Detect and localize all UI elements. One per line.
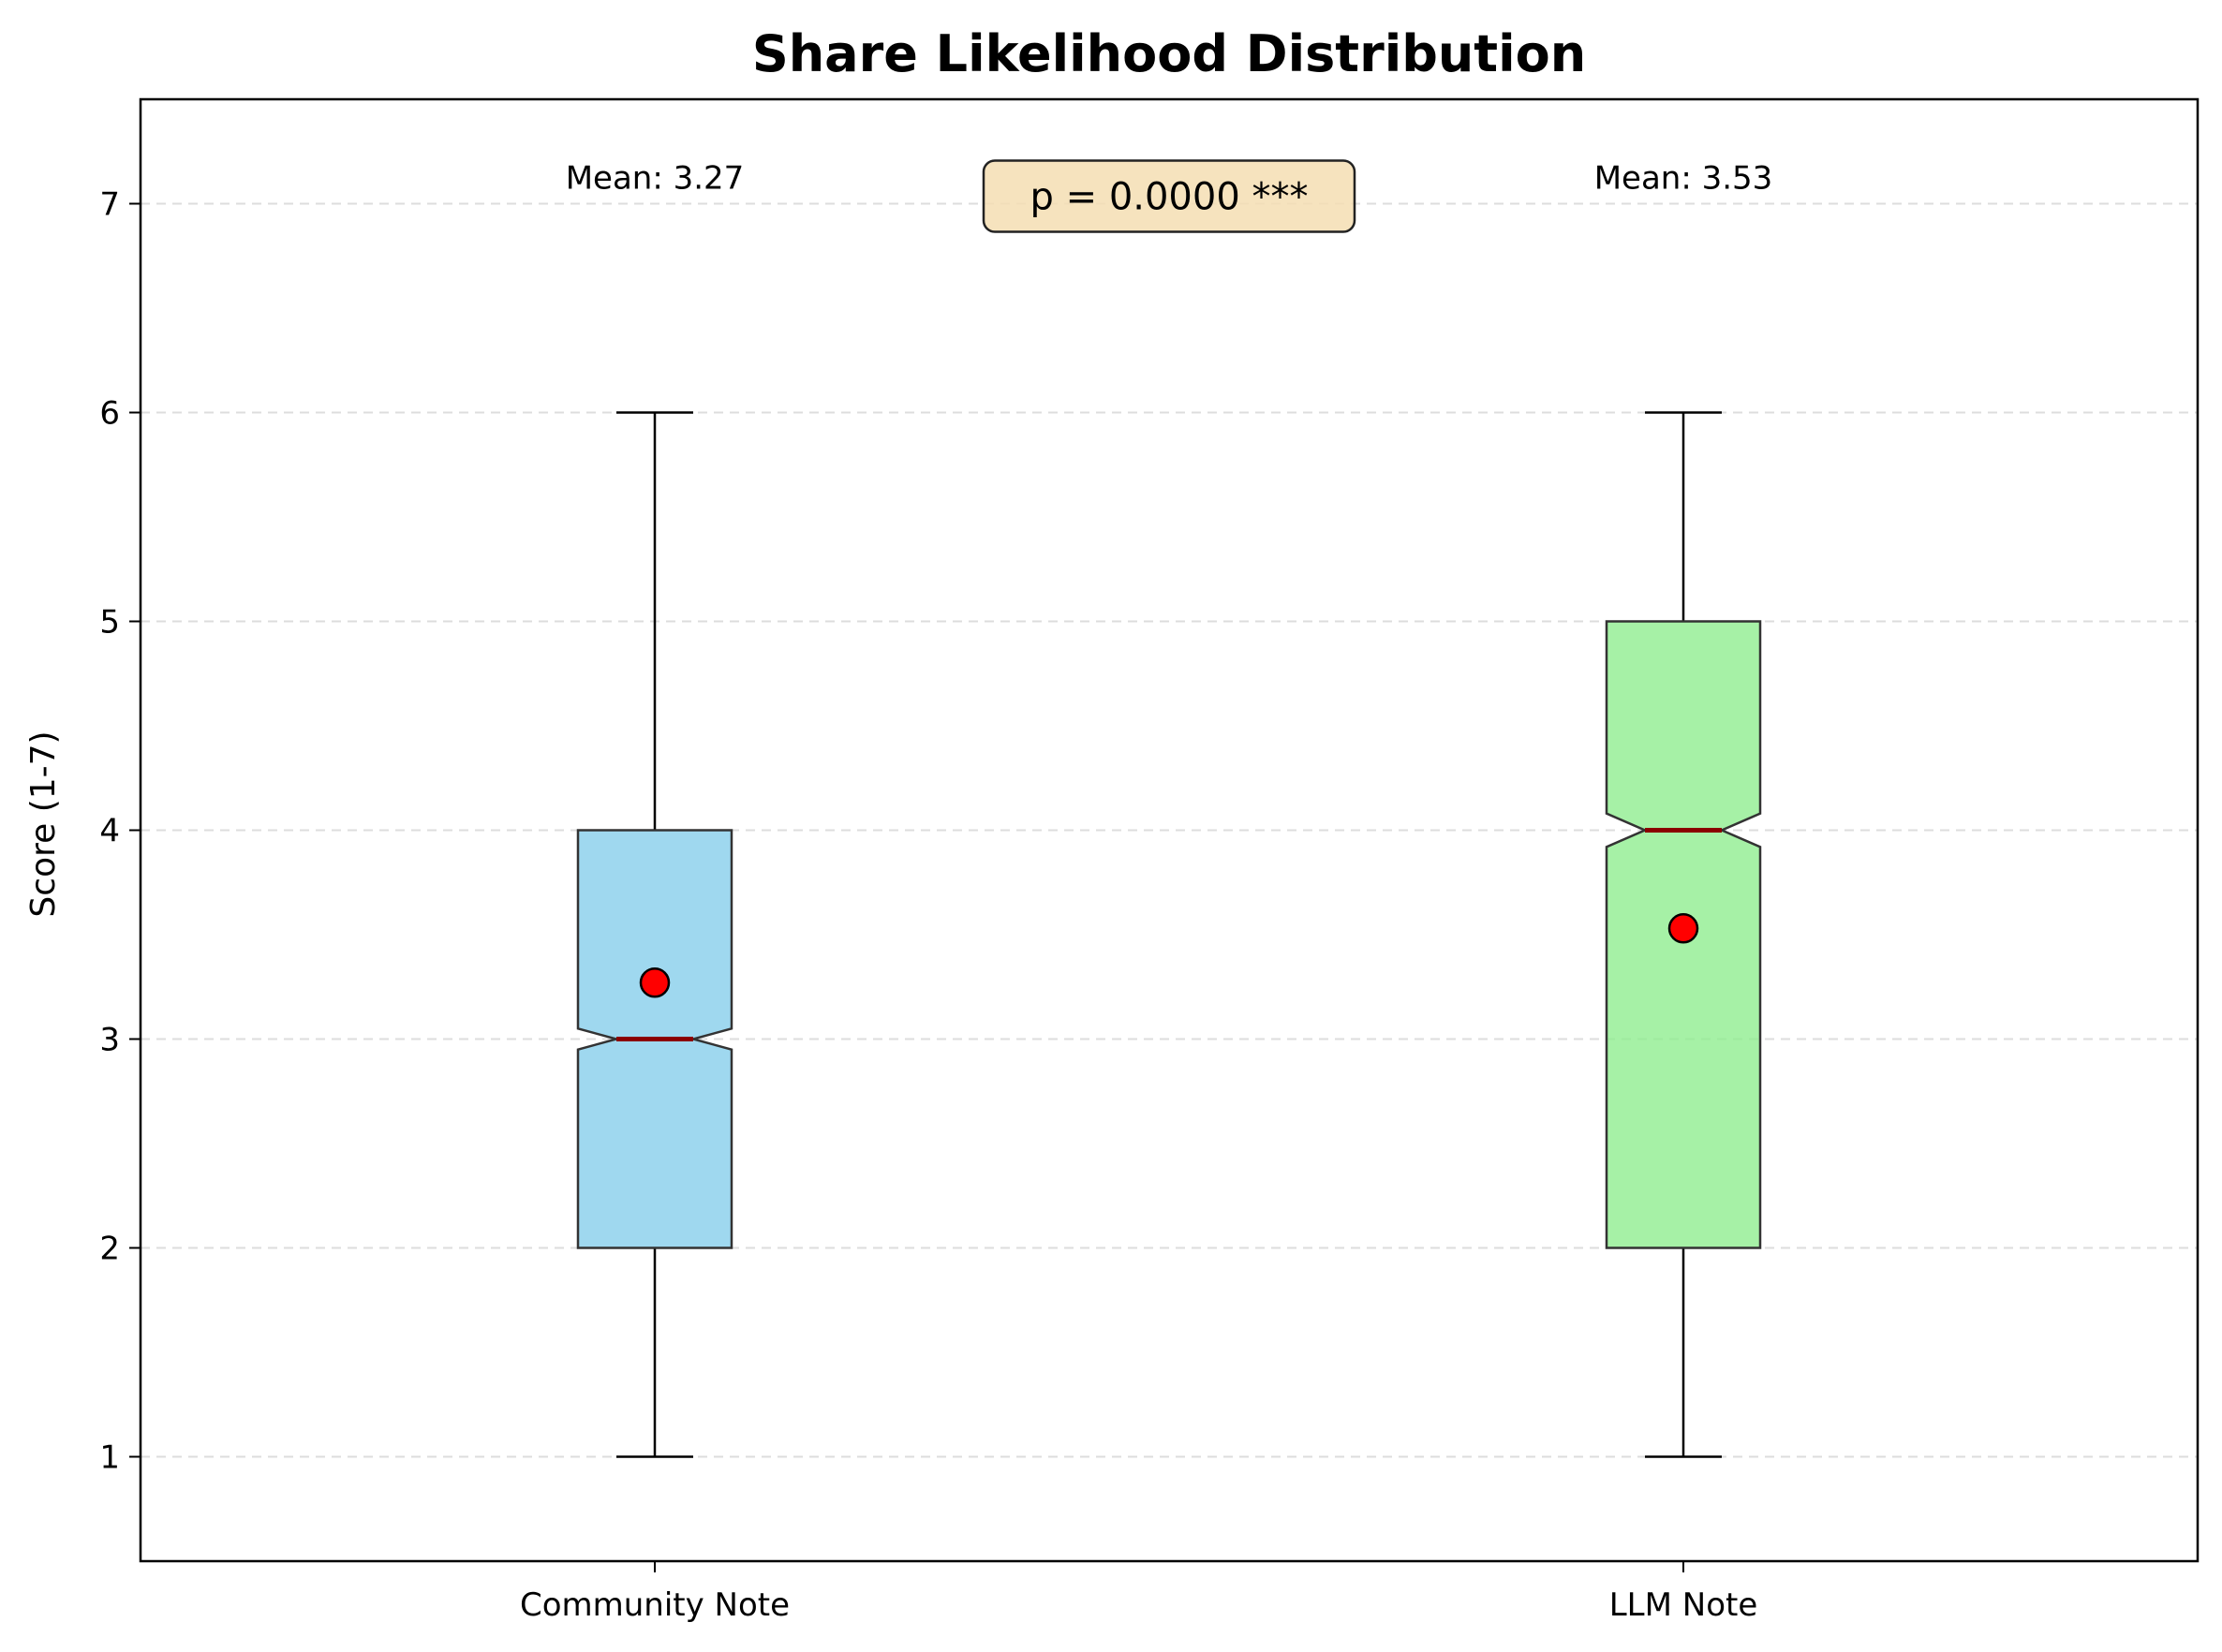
y-tick-label: 6 (99, 395, 120, 433)
y-axis-label: Score (1-7) (24, 730, 63, 917)
y-tick-label: 2 (99, 1231, 120, 1268)
mean-marker (639, 967, 671, 998)
box-plots (576, 411, 1762, 1458)
y-tick-label: 4 (99, 813, 120, 850)
axes: 1 2 3 4 5 6 7 Community Note LLM Note (99, 186, 1757, 1625)
x-tick-label: Community Note (520, 1586, 790, 1624)
p-value-box (982, 159, 1356, 233)
chart-title: Share Likelihood Distribution (752, 24, 1586, 83)
y-tick-label: 7 (99, 186, 120, 224)
grid-lines (141, 202, 2198, 1458)
y-tick-label: 3 (99, 1022, 120, 1059)
mean-label: Mean: 3.53 (1594, 160, 1773, 198)
box-group (1605, 411, 1762, 1458)
p-value-label: p = 0.0000 *** (1030, 176, 1308, 219)
mean-label: Mean: 3.27 (566, 160, 745, 198)
y-tick-label: 1 (99, 1439, 120, 1477)
x-tick-label: LLM Note (1609, 1586, 1758, 1624)
annotations: Mean: 3.27 Mean: 3.53 p = 0.0000 *** (566, 159, 1773, 233)
mean-marker (1667, 913, 1699, 944)
y-tick-label: 5 (99, 604, 120, 642)
box-group (576, 411, 733, 1458)
